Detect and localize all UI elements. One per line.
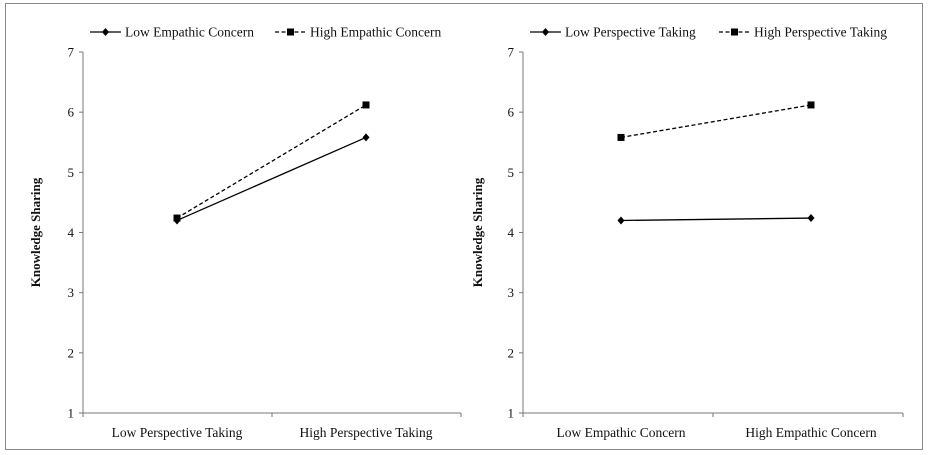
data-point-diamond [807,214,815,223]
y-tick-label: 4 [68,225,75,240]
y-tick-label: 6 [508,105,515,120]
series-line-1 [620,217,812,222]
y-tick-label: 7 [508,45,515,60]
data-point-square [617,133,625,141]
data-point-square [173,214,181,222]
y-tick-label: 7 [68,45,75,60]
y-tick-label: 3 [508,285,515,300]
legend-marker-square [731,28,738,36]
y-axis-title: Knowledge Sharing [470,177,485,287]
x-category-label: High Perspective Taking [299,425,432,440]
series-line-2 [620,104,812,139]
legend-marker-diamond [102,28,109,36]
chart-panel-2: 1 2 3 4 5 6 7 Low Empathic Concern High Empathic… [470,25,904,440]
legend-label: High Perspective Taking [754,25,887,40]
series-line-2 [176,104,367,219]
data-point-diamond [617,216,625,225]
y-tick-label: 6 [68,105,75,120]
data-point-diamond [362,133,370,142]
series-line-1 [176,136,367,222]
y-tick-label: 2 [68,345,75,360]
x-category-label: Low Empathic Concern [557,425,686,440]
y-tick-label: 1 [68,406,75,421]
x-category-label: High Empathic Concern [745,425,876,440]
legend-label: High Empathic Concern [310,25,441,40]
y-tick-label: 2 [508,345,515,360]
y-tick-label: 5 [68,165,75,180]
y-tick-label: 5 [508,165,515,180]
legend-label: Low Empathic Concern [125,25,254,40]
x-category-label: Low Perspective Taking [112,425,243,440]
data-point-square [362,101,370,109]
y-axis-title: Knowledge Sharing [28,177,43,287]
y-tick-label: 4 [508,225,515,240]
y-tick-label: 1 [508,406,515,421]
chart-panel-1: 1 2 3 4 5 6 7 Low Perspective Taking High Perspe… [28,25,462,440]
figure-frame [5,3,923,450]
data-point-square [807,101,815,109]
legend-marker-diamond [542,28,549,36]
legend-label: Low Perspective Taking [565,25,696,40]
y-tick-label: 3 [68,285,75,300]
legend-marker-square [287,28,294,36]
